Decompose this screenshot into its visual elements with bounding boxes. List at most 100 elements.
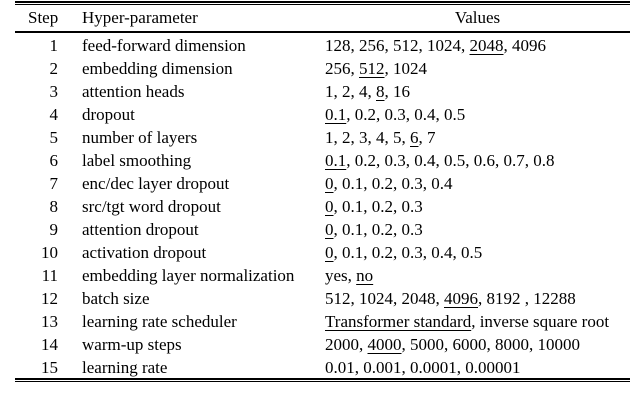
table-row: 7 enc/dec layer dropout 0, 0.1, 0.2, 0.3… xyxy=(15,172,630,195)
table-body: 1 feed-forward dimension 128, 256, 512, … xyxy=(15,34,630,379)
table-row: 14 warm-up steps 2000, 4000, 5000, 6000,… xyxy=(15,333,630,356)
step-number: 3 xyxy=(49,82,59,101)
hyper-parameter-name: attention dropout xyxy=(82,220,199,239)
selected-value: 6 xyxy=(410,128,419,147)
hyper-parameter-name: learning rate scheduler xyxy=(82,312,237,331)
value-text: 1, 2, 3, 4, 5, xyxy=(325,128,410,147)
hyper-parameter-values: 0.1, 0.2, 0.3, 0.4, 0.5 xyxy=(325,103,465,126)
selected-value: 0.1 xyxy=(325,105,347,124)
hyper-parameter-values: 256, 512, 1024 xyxy=(325,57,427,80)
step-number: 6 xyxy=(49,151,59,170)
selected-value: 2048 xyxy=(469,36,504,55)
value-text: yes, xyxy=(325,266,357,285)
table-top-rule xyxy=(15,1,630,5)
hyper-parameter-name: embedding layer normalization xyxy=(82,266,295,285)
value-text: , 16 xyxy=(384,82,411,101)
hyper-parameter-values: yes, no xyxy=(325,264,373,287)
header-hyper-parameter: Hyper-parameter xyxy=(82,8,198,27)
hyperparameter-table: Step Hyper-parameter Values 1 feed-forwa… xyxy=(15,0,630,402)
header-values: Values xyxy=(454,8,501,27)
value-text: 1, 2, 4, xyxy=(325,82,376,101)
value-text: , 0.2, 0.3, 0.4, 0.5, 0.6, 0.7, 0.8 xyxy=(346,151,555,170)
selected-value: 4096 xyxy=(444,289,478,308)
selected-value: 0 xyxy=(325,243,334,262)
value-text: 512, 1024, 2048, xyxy=(325,289,444,308)
table-row: 8 src/tgt word dropout 0, 0.1, 0.2, 0.3 xyxy=(15,195,630,218)
hyper-parameter-name: activation dropout xyxy=(82,243,207,262)
hyper-parameter-values: 0, 0.1, 0.2, 0.3 xyxy=(325,195,423,218)
table-row: 6 label smoothing 0.1, 0.2, 0.3, 0.4, 0.… xyxy=(15,149,630,172)
hyper-parameter-values: 1, 2, 4, 8, 16 xyxy=(325,80,410,103)
step-number: 1 xyxy=(49,36,59,55)
hyper-parameter-name: embedding dimension xyxy=(82,59,233,78)
value-text: , inverse square root xyxy=(471,312,610,331)
hyper-parameter-name: learning rate xyxy=(82,358,168,377)
step-number: 9 xyxy=(49,220,59,239)
step-number: 13 xyxy=(41,312,58,331)
table-row: 13 learning rate scheduler Transformer s… xyxy=(15,310,630,333)
value-text: , 0.1, 0.2, 0.3, 0.4, 0.5 xyxy=(333,243,483,262)
value-text: 0.01, 0.001, 0.0001, 0.00001 xyxy=(325,358,521,377)
value-text: , 7 xyxy=(418,128,436,147)
hyper-parameter-values: 128, 256, 512, 1024, 2048, 4096 xyxy=(325,34,546,57)
value-text: , 8192 , 12288 xyxy=(478,289,576,308)
value-text: , 4096 xyxy=(503,36,547,55)
table-row: 3 attention heads 1, 2, 4, 8, 16 xyxy=(15,80,630,103)
hyper-parameter-values: 0.1, 0.2, 0.3, 0.4, 0.5, 0.6, 0.7, 0.8 xyxy=(325,149,555,172)
table-row: 10 activation dropout 0, 0.1, 0.2, 0.3, … xyxy=(15,241,630,264)
selected-value: 0 xyxy=(325,220,334,239)
hyper-parameter-name: label smoothing xyxy=(82,151,192,170)
hyper-parameter-name: warm-up steps xyxy=(82,335,182,354)
value-text: , 0.2, 0.3, 0.4, 0.5 xyxy=(346,105,466,124)
step-number: 8 xyxy=(49,197,59,216)
table-header-row: Step Hyper-parameter Values xyxy=(15,5,630,31)
value-text: , 0.1, 0.2, 0.3 xyxy=(333,197,423,216)
step-number: 5 xyxy=(49,128,59,147)
selected-value: 4000 xyxy=(367,335,402,354)
selected-value: 0 xyxy=(325,174,334,193)
hyper-parameter-name: number of layers xyxy=(82,128,198,147)
step-number: 10 xyxy=(41,243,58,262)
table-row: 4 dropout 0.1, 0.2, 0.3, 0.4, 0.5 xyxy=(15,103,630,126)
value-text: , 0.1, 0.2, 0.3 xyxy=(333,220,423,239)
hyper-parameter-values: 2000, 4000, 5000, 6000, 8000, 10000 xyxy=(325,333,580,356)
hyper-parameter-values: 512, 1024, 2048, 4096, 8192 , 12288 xyxy=(325,287,576,310)
step-number: 11 xyxy=(41,266,58,285)
table-bottom-rule xyxy=(15,378,630,382)
hyper-parameter-values: Transformer standard, inverse square roo… xyxy=(325,310,609,333)
hyper-parameter-values: 0, 0.1, 0.2, 0.3, 0.4, 0.5 xyxy=(325,241,482,264)
hyper-parameter-name: attention heads xyxy=(82,82,185,101)
selected-value: 512 xyxy=(359,59,385,78)
selected-value: 0 xyxy=(325,197,334,216)
selected-value: no xyxy=(356,266,374,285)
selected-value: 0.1 xyxy=(325,151,347,170)
selected-value: Transformer standard xyxy=(325,312,472,331)
table-row: 9 attention dropout 0, 0.1, 0.2, 0.3 xyxy=(15,218,630,241)
hyper-parameter-name: enc/dec layer dropout xyxy=(82,174,230,193)
hyper-parameter-values: 1, 2, 3, 4, 5, 6, 7 xyxy=(325,126,436,149)
header-separator-rule xyxy=(15,31,630,33)
value-text: , 5000, 6000, 8000, 10000 xyxy=(401,335,581,354)
step-number: 12 xyxy=(41,289,58,308)
table-row: 2 embedding dimension 256, 512, 1024 xyxy=(15,57,630,80)
value-text: 128, 256, 512, 1024, xyxy=(325,36,470,55)
hyper-parameter-name: dropout xyxy=(82,105,135,124)
hyper-parameter-values: 0, 0.1, 0.2, 0.3 xyxy=(325,218,423,241)
selected-value: 8 xyxy=(376,82,385,101)
step-number: 4 xyxy=(49,105,59,124)
hyper-parameter-name: feed-forward dimension xyxy=(82,36,246,55)
table-row: 5 number of layers 1, 2, 3, 4, 5, 6, 7 xyxy=(15,126,630,149)
step-number: 14 xyxy=(41,335,58,354)
table-row: 1 feed-forward dimension 128, 256, 512, … xyxy=(15,34,630,57)
value-text: , 0.1, 0.2, 0.3, 0.4 xyxy=(333,174,453,193)
hyper-parameter-values: 0, 0.1, 0.2, 0.3, 0.4 xyxy=(325,172,453,195)
header-step: Step xyxy=(28,8,59,27)
step-number: 2 xyxy=(49,59,59,78)
table-row: 11 embedding layer normalization yes, no xyxy=(15,264,630,287)
value-text: , 1024 xyxy=(384,59,428,78)
value-text: 256, xyxy=(325,59,359,78)
table-row: 15 learning rate 0.01, 0.001, 0.0001, 0.… xyxy=(15,356,630,379)
step-number: 7 xyxy=(49,174,59,193)
hyper-parameter-name: src/tgt word dropout xyxy=(82,197,221,216)
